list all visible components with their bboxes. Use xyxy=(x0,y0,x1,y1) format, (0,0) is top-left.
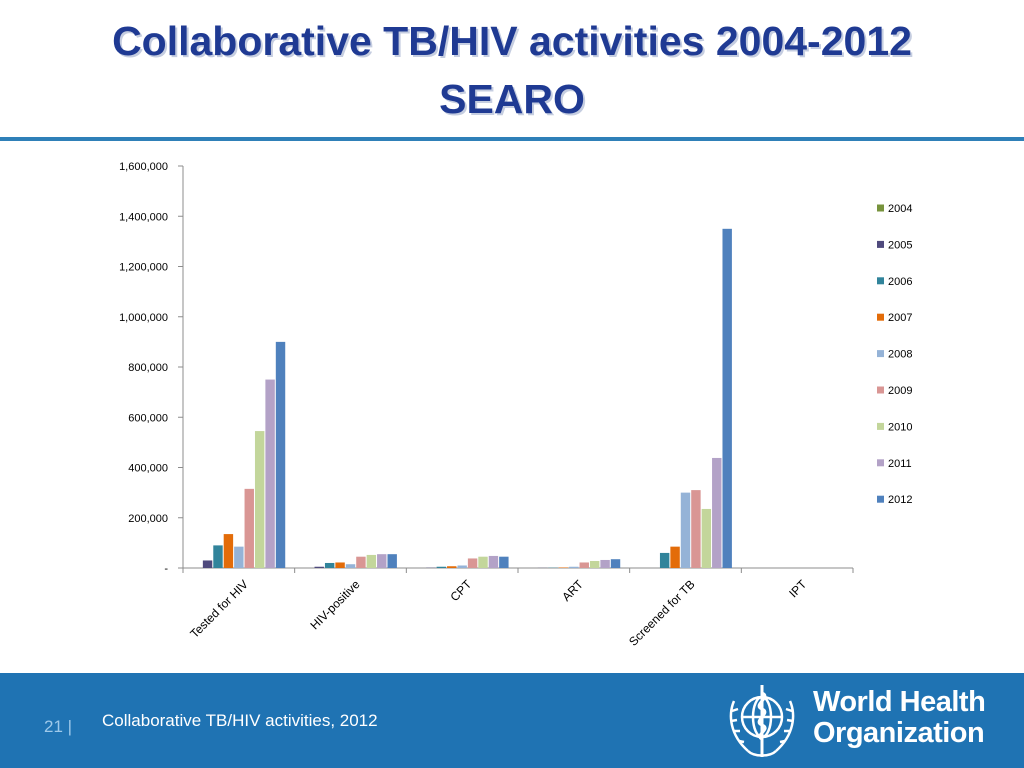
y-tick-label: - xyxy=(164,563,168,575)
y-tick-label: 1,400,000 xyxy=(119,211,168,223)
bar-2006-tested-for-hiv xyxy=(213,545,223,568)
y-tick-label: 200,000 xyxy=(128,513,168,525)
bar-2009-hiv-positive xyxy=(356,556,366,568)
title-divider xyxy=(0,137,1024,141)
chart-bars xyxy=(202,228,732,568)
slide-title-line1: Collaborative TB/HIV activities 2004-201… xyxy=(112,18,912,64)
y-tick-label: 600,000 xyxy=(128,412,168,424)
who-logo: World Health Organization xyxy=(718,677,1018,765)
bar-2008-cpt xyxy=(457,565,467,568)
bar-2007-screened-for-tb xyxy=(670,546,680,568)
bar-2008-tested-for-hiv xyxy=(234,546,244,568)
legend-swatch-2006 xyxy=(877,277,884,285)
bar-2012-art xyxy=(610,559,621,568)
legend-label-2012: 2012 xyxy=(888,494,912,506)
bar-2011-cpt xyxy=(488,555,499,568)
legend-swatch-2009 xyxy=(877,386,884,394)
x-category-label: Tested for HIV xyxy=(187,577,251,641)
who-wordmark: World Health Organization xyxy=(813,686,986,749)
legend-label-2005: 2005 xyxy=(888,239,912,251)
title-area: Collaborative TB/HIV activities 2004-201… xyxy=(0,0,1024,141)
legend-label-2004: 2004 xyxy=(888,203,912,215)
bar-2006-screened-for-tb xyxy=(659,552,670,568)
bar-2010-art xyxy=(589,560,600,568)
bar-2010-tested-for-hiv xyxy=(254,431,265,568)
legend-swatch-2012 xyxy=(877,495,884,503)
bar-2012-tested-for-hiv xyxy=(275,341,286,568)
y-tick-label: 800,000 xyxy=(128,362,168,374)
legend-label-2008: 2008 xyxy=(888,349,912,361)
bar-2008-hiv-positive xyxy=(345,564,356,568)
footer-caption: Collaborative TB/HIV activities, 2012 xyxy=(102,711,378,730)
y-tick-label: 1,600,000 xyxy=(119,161,168,173)
who-wordmark-line2: Organization xyxy=(813,717,985,749)
bar-2008-art xyxy=(569,566,579,568)
y-tick-label: 1,000,000 xyxy=(119,312,168,324)
bar-2009-cpt xyxy=(467,558,478,568)
x-category-label: IPT xyxy=(786,577,810,601)
legend-swatch-2008 xyxy=(877,350,884,358)
bar-2009-tested-for-hiv xyxy=(244,488,254,568)
y-tick-label: 400,000 xyxy=(128,463,168,475)
bar-2009-art xyxy=(579,562,589,568)
bar-2011-tested-for-hiv xyxy=(265,379,275,568)
legend-label-2011: 2011 xyxy=(888,458,912,470)
bar-2008-screened-for-tb xyxy=(680,492,691,568)
x-category-label: HIV-positive xyxy=(307,577,362,632)
x-category-label: ART xyxy=(559,577,586,604)
bar-2012-cpt xyxy=(499,556,509,568)
chart-legend: 2004 2005 2006 2007 2008 2009 2010 2011 2012 xyxy=(877,203,912,506)
bar-2006-cpt xyxy=(436,566,447,568)
page-number-value: 21 xyxy=(44,717,63,736)
bar-2006-hiv-positive xyxy=(324,562,335,568)
bar-2007-art xyxy=(558,567,569,568)
legend-swatch-2004 xyxy=(877,204,884,212)
footer-bar: 21 | Collaborative TB/HIV activities, 20… xyxy=(0,673,1024,768)
x-category-label: CPT xyxy=(447,577,474,604)
legend-swatch-2010 xyxy=(877,422,884,430)
chart-axes: - 200,000 400,000 600,000 800,000 1,000,000 1,… xyxy=(119,161,854,649)
who-wordmark-line1: World Health xyxy=(813,686,986,718)
bar-2005-hiv-positive xyxy=(314,566,324,568)
who-emblem-icon xyxy=(729,685,795,757)
bar-2011-art xyxy=(600,559,610,568)
slide-title-line2: SEARO xyxy=(439,76,585,122)
bar-2011-screened-for-tb xyxy=(712,457,722,568)
legend-swatch-2007 xyxy=(877,313,884,321)
legend-swatch-2011 xyxy=(877,459,884,467)
bar-2010-screened-for-tb xyxy=(701,508,712,568)
legend-swatch-2005 xyxy=(877,240,884,248)
page-number: 21 | xyxy=(44,717,73,736)
bar-2007-hiv-positive xyxy=(335,562,345,568)
y-tick-label: 1,200,000 xyxy=(119,262,168,274)
bar-2007-tested-for-hiv xyxy=(223,534,234,568)
bar-2010-hiv-positive xyxy=(366,554,377,568)
bar-2012-hiv-positive xyxy=(387,554,397,568)
legend-label-2006: 2006 xyxy=(888,276,912,288)
bar-2005-tested-for-hiv xyxy=(202,560,213,568)
legend-label-2010: 2010 xyxy=(888,421,912,433)
legend-label-2007: 2007 xyxy=(888,312,912,324)
bar-2012-screened-for-tb xyxy=(722,228,732,568)
bar-2011-hiv-positive xyxy=(377,554,387,568)
bar-2009-screened-for-tb xyxy=(691,490,701,568)
bar-2007-cpt xyxy=(447,566,457,568)
bar-chart: - 200,000 400,000 600,000 800,000 1,000,000 1,… xyxy=(119,161,912,649)
legend-label-2009: 2009 xyxy=(888,385,912,397)
bar-2010-cpt xyxy=(478,556,488,568)
x-category-label: Screened for TB xyxy=(626,577,698,649)
